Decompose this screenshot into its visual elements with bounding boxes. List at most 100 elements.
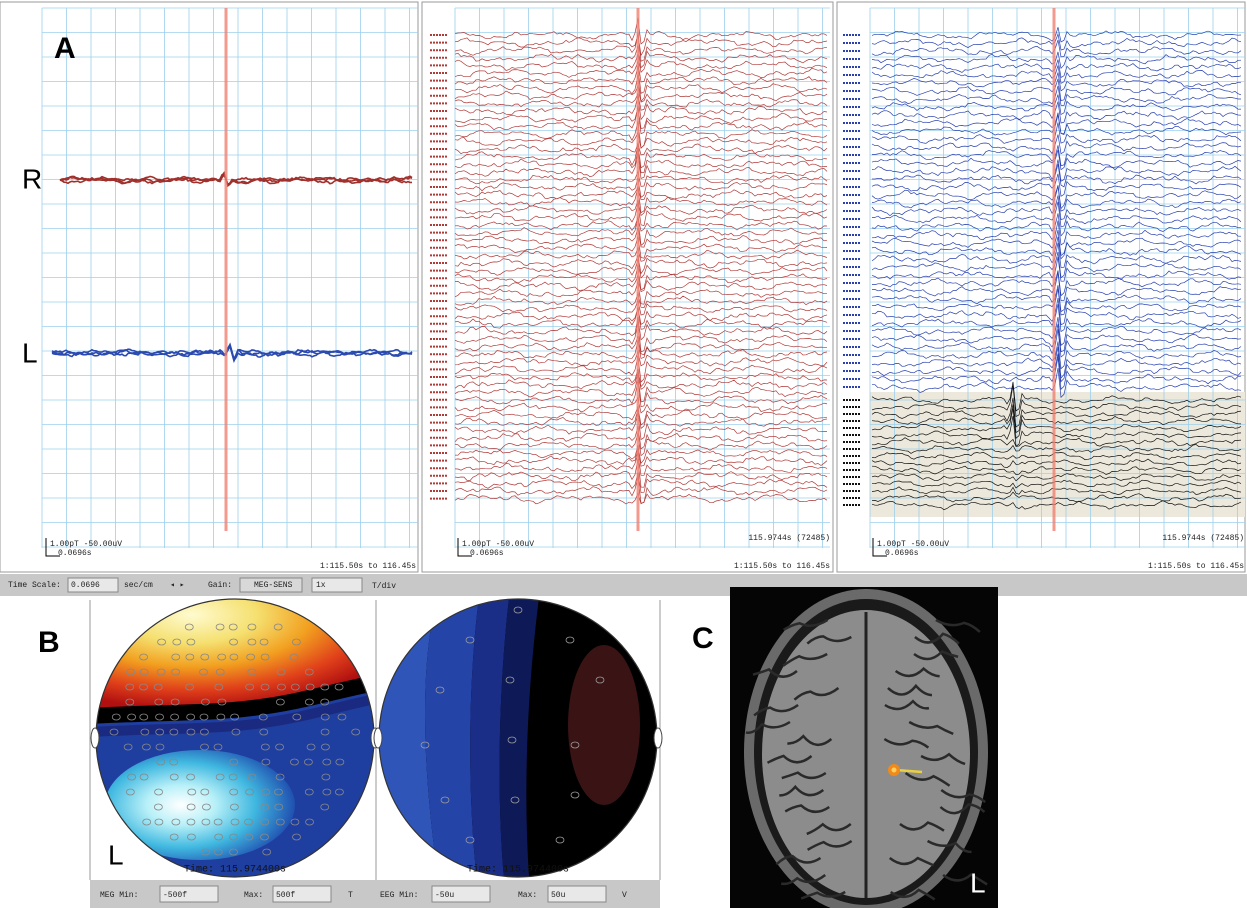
sensor bbox=[322, 788, 332, 796]
sensor bbox=[171, 818, 181, 826]
sensor bbox=[305, 818, 314, 826]
trace bbox=[454, 92, 828, 111]
trace bbox=[454, 186, 828, 201]
sulcus bbox=[781, 874, 827, 886]
sensor bbox=[229, 638, 238, 646]
trace bbox=[871, 27, 1242, 43]
sensor bbox=[154, 818, 164, 826]
sulcus bbox=[939, 803, 986, 815]
trace bbox=[871, 251, 1242, 279]
mri-image: L bbox=[730, 587, 998, 908]
trace bbox=[454, 215, 828, 232]
sensor bbox=[125, 788, 135, 796]
sensor bbox=[200, 743, 209, 751]
sensor bbox=[260, 743, 270, 751]
sensor bbox=[258, 713, 268, 721]
sensor bbox=[214, 833, 224, 841]
sensor bbox=[570, 791, 580, 799]
gain-field[interactable] bbox=[311, 577, 363, 593]
trace bbox=[871, 173, 1242, 197]
time-range: 1:115.50s to 116.45s bbox=[734, 562, 830, 571]
sensor bbox=[229, 848, 238, 856]
trace bbox=[454, 491, 828, 505]
sensor bbox=[290, 818, 300, 826]
trace bbox=[871, 94, 1242, 116]
trace bbox=[454, 66, 828, 94]
sensor bbox=[274, 803, 284, 811]
trace bbox=[871, 288, 1242, 316]
trace bbox=[871, 404, 1242, 434]
sulcus bbox=[926, 839, 972, 854]
sensor bbox=[200, 653, 210, 661]
sensor bbox=[244, 818, 253, 826]
trace bbox=[871, 465, 1242, 475]
sensor bbox=[320, 683, 330, 691]
sensor bbox=[290, 683, 300, 691]
eeg-band bbox=[870, 392, 1245, 517]
trace bbox=[454, 53, 828, 74]
trace bbox=[871, 356, 1242, 390]
trace bbox=[871, 149, 1242, 171]
trace bbox=[454, 307, 828, 325]
plot-frame bbox=[0, 1, 419, 573]
trace bbox=[454, 316, 828, 341]
sulcus bbox=[806, 822, 852, 836]
gain-mode-button[interactable] bbox=[239, 577, 303, 593]
cursor-time: 115.9744s (72485) bbox=[748, 534, 830, 543]
channel-label: L bbox=[22, 337, 38, 368]
sensor bbox=[259, 728, 269, 736]
sensor bbox=[140, 728, 150, 736]
sensor bbox=[321, 743, 330, 751]
trace bbox=[454, 153, 828, 180]
sulcus bbox=[940, 789, 987, 804]
sulcus bbox=[745, 720, 791, 735]
sulcus bbox=[889, 888, 936, 901]
sulcus bbox=[899, 821, 945, 832]
trace bbox=[454, 17, 828, 45]
sensor bbox=[555, 836, 565, 844]
trace bbox=[871, 270, 1242, 297]
sensor bbox=[513, 606, 523, 614]
sensor bbox=[595, 676, 605, 684]
scale-bar bbox=[872, 538, 887, 557]
sensor bbox=[139, 773, 149, 781]
sensor bbox=[186, 638, 196, 646]
scroll-arrows[interactable]: ◂ ▸ bbox=[170, 581, 184, 590]
meg-min-field[interactable] bbox=[159, 885, 219, 903]
channel-label: R bbox=[22, 163, 42, 194]
meg-max-label: Max: bbox=[244, 891, 263, 900]
time-scale-label: Time Scale: bbox=[8, 581, 61, 590]
sensor bbox=[169, 833, 179, 841]
sulcus bbox=[752, 667, 798, 678]
trace bbox=[871, 78, 1242, 102]
sulcus bbox=[913, 650, 959, 661]
trace bbox=[871, 101, 1242, 124]
sensor bbox=[440, 796, 450, 804]
sulcus bbox=[908, 720, 954, 736]
sensor bbox=[123, 743, 133, 751]
trace bbox=[871, 122, 1242, 144]
trace bbox=[455, 227, 828, 248]
trace bbox=[454, 340, 828, 359]
trace bbox=[454, 368, 828, 388]
eeg-time: Time: 115.974400s bbox=[467, 864, 569, 876]
sensor bbox=[335, 758, 345, 766]
sensor bbox=[169, 773, 179, 781]
time-scale-field[interactable] bbox=[67, 577, 119, 593]
trace bbox=[454, 170, 828, 187]
eeg-max-field[interactable] bbox=[547, 885, 607, 903]
sensor bbox=[337, 713, 347, 721]
sensor bbox=[217, 698, 227, 706]
trace bbox=[872, 368, 1242, 399]
sensor bbox=[171, 668, 180, 676]
trace bbox=[871, 72, 1242, 92]
sensor bbox=[230, 818, 240, 826]
sensor bbox=[277, 683, 286, 691]
eeg-min-field[interactable] bbox=[431, 885, 491, 903]
time-range: 1:115.50s to 116.45s bbox=[1148, 562, 1244, 571]
sensor bbox=[292, 713, 302, 721]
meg-max-field[interactable] bbox=[272, 885, 332, 903]
sensor bbox=[305, 683, 315, 691]
trace bbox=[871, 491, 1242, 503]
